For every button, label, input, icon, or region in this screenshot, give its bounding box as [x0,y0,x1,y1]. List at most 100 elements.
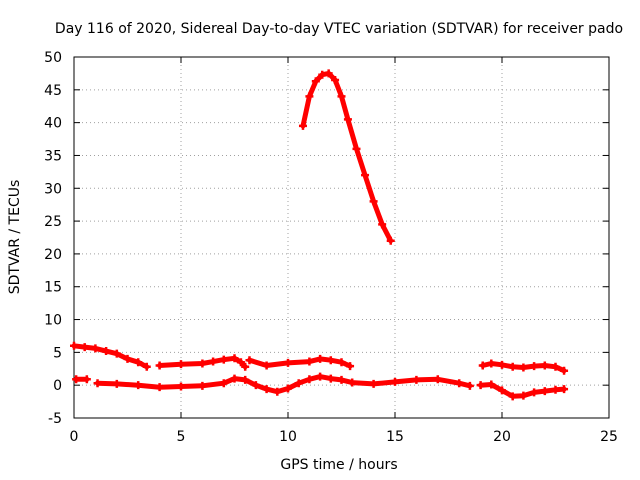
y-tick-label: 15 [44,280,62,296]
data-point [273,387,282,396]
data-point [326,356,335,365]
data-point [560,366,569,375]
data-point [219,355,228,364]
data-point [346,362,355,371]
series-sat-peak [298,69,395,245]
data-point [112,349,121,358]
data-point [80,343,89,352]
data-point [498,386,506,395]
series-upper-c [245,354,355,371]
data-point [487,380,496,389]
data-point [230,374,239,383]
y-tick-label: 45 [44,83,62,99]
series-lower-a [72,375,91,384]
data-point [326,374,335,383]
axis-ticks: 0 5 10 15 20 25 -5 0 5 10 15 20 25 30 35 40 45 50 [44,50,618,445]
data-point [337,358,346,367]
data-point [262,361,271,370]
series-upper-d [478,359,569,375]
data-point [284,384,292,393]
data-point [177,360,185,369]
y-tick-label: 50 [44,50,62,66]
data-point [112,379,121,388]
y-tick-label: 40 [44,116,62,132]
data-point [476,381,485,390]
data-point [361,171,370,180]
data-point [551,362,560,371]
data-point [134,381,143,390]
data-point [241,362,250,371]
series-lower-b [93,372,474,396]
data-point [530,388,539,397]
data-point [498,360,506,369]
y-tick-label: 5 [53,345,62,361]
data-point [331,75,340,84]
data-point [305,357,314,366]
series-lower-c [476,380,569,401]
x-tick-label: 0 [70,429,79,445]
data-point [134,358,143,367]
y-tick-label: 0 [53,378,62,394]
data-point [123,354,132,363]
data-point [352,144,361,153]
grid [74,57,609,418]
data-point [343,115,352,124]
data-point [348,378,357,387]
y-tick-label: 25 [44,214,62,230]
data-point [337,375,346,384]
data-point [245,356,254,365]
data-point [508,362,517,371]
data-point [155,383,164,392]
data-point [305,92,314,101]
data-point [82,375,91,384]
data-point [551,385,560,394]
data-point [519,363,528,372]
x-tick-label: 15 [386,429,404,445]
data-point [251,381,260,390]
data-point [284,358,292,367]
data-point [508,392,517,401]
data-point [316,372,325,381]
data-point [219,379,228,388]
y-tick-label: 10 [44,313,62,329]
data-point [324,69,333,78]
data-point [540,361,549,370]
data-point [487,359,496,368]
y-tick-label: 20 [44,247,62,263]
data-point [198,381,207,390]
data-point [298,121,307,130]
data-point [311,77,320,86]
x-tick-label: 5 [177,429,186,445]
data-point [70,341,78,350]
data-point [455,379,464,388]
data-point [337,92,346,101]
y-tick-label: 30 [44,181,62,197]
x-axis-title: GPS time / hours [280,457,397,473]
data-point [93,379,102,388]
data-point [230,354,239,363]
y-tick-label: -5 [48,411,62,427]
data-point [433,375,442,384]
data-point [391,377,399,386]
data-point [540,387,549,396]
data-point [91,344,100,353]
data-point [142,362,151,371]
data-point [236,358,245,367]
data-point [209,357,218,366]
data-series [70,69,569,401]
data-point [316,354,325,363]
plot-border [73,56,610,419]
data-point [369,379,378,388]
chart-title: Day 116 of 2020, Sidereal Day-to-day VTE… [55,21,623,37]
x-tick-label: 20 [493,429,511,445]
data-point [519,391,528,400]
series-line-sat-peak [300,70,394,244]
series-upper-b [155,354,250,371]
data-point [318,70,327,79]
y-tick-label: 35 [44,148,62,164]
series-upper-a [70,341,151,371]
data-point [478,361,487,370]
data-point [305,375,314,384]
data-point [294,379,303,388]
